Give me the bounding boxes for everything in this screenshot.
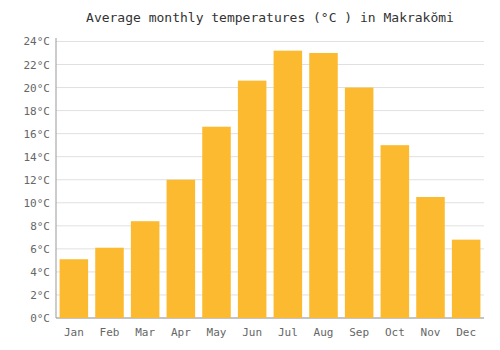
bars (60, 51, 481, 318)
bar (381, 145, 410, 318)
bar (202, 127, 231, 318)
x-tick-label: Jun (242, 326, 262, 339)
bar (60, 259, 89, 318)
y-tick-labels: 0°C 2°C 4°C 6°C 8°C 10°C 12°C 14°C 16°C 18°C 20°C 2… (24, 35, 51, 325)
x-tick-label: Aug (314, 326, 334, 339)
y-tick-label: 2°C (30, 289, 50, 302)
bar (309, 53, 338, 318)
grid-line (56, 64, 484, 65)
bar (452, 240, 481, 318)
y-tick-label: 24°C (24, 35, 51, 48)
bar (95, 248, 124, 318)
grid-line (56, 179, 484, 180)
y-tick-label: 16°C (24, 128, 51, 141)
y-tick-label: 14°C (24, 151, 51, 164)
y-tick-label: 8°C (30, 220, 50, 233)
y-tick-label: 0°C (30, 312, 50, 325)
y-tick-label: 20°C (24, 82, 51, 95)
grid-line (56, 133, 484, 134)
y-axis-line (56, 38, 57, 318)
bar (345, 88, 374, 318)
y-grid (56, 41, 484, 318)
x-tick-label: Jan (64, 326, 84, 339)
y-tick-label: 12°C (24, 174, 51, 187)
y-tick-label: 18°C (24, 105, 51, 118)
bar (131, 221, 160, 318)
y-tick-label: 10°C (24, 197, 51, 210)
x-tick-label: Sep (349, 326, 369, 339)
x-tick-label: Jul (278, 326, 298, 339)
x-tick-label: Apr (171, 326, 191, 339)
x-tick-label: Oct (385, 326, 405, 339)
chart-container: Average monthly temperatures (°C ) in Ma… (0, 0, 500, 350)
x-tick-label: Dec (456, 326, 476, 339)
x-tick-labels: Jan Feb Mar Apr May Jun Jul Aug Sep Oct Nov Dec (64, 326, 476, 339)
y-tick-label: 6°C (30, 243, 50, 256)
grid-line (56, 41, 484, 42)
grid-line (56, 156, 484, 157)
title: Average monthly temperatures (°C ) in Ma… (86, 10, 454, 25)
bar (167, 180, 196, 318)
bar (274, 51, 303, 318)
x-tick-label: Feb (100, 326, 120, 339)
x-tick-label: Nov (421, 326, 441, 339)
bar (238, 81, 267, 318)
grid-line (56, 110, 484, 111)
bar (416, 197, 445, 318)
y-tick-label: 4°C (30, 266, 50, 279)
grid-line (56, 87, 484, 88)
y-tick-label: 22°C (24, 59, 51, 72)
chart-svg: Average monthly temperatures (°C ) in Ma… (0, 0, 500, 350)
x-tick-label: May (207, 326, 227, 339)
x-tick-label: Mar (135, 326, 155, 339)
